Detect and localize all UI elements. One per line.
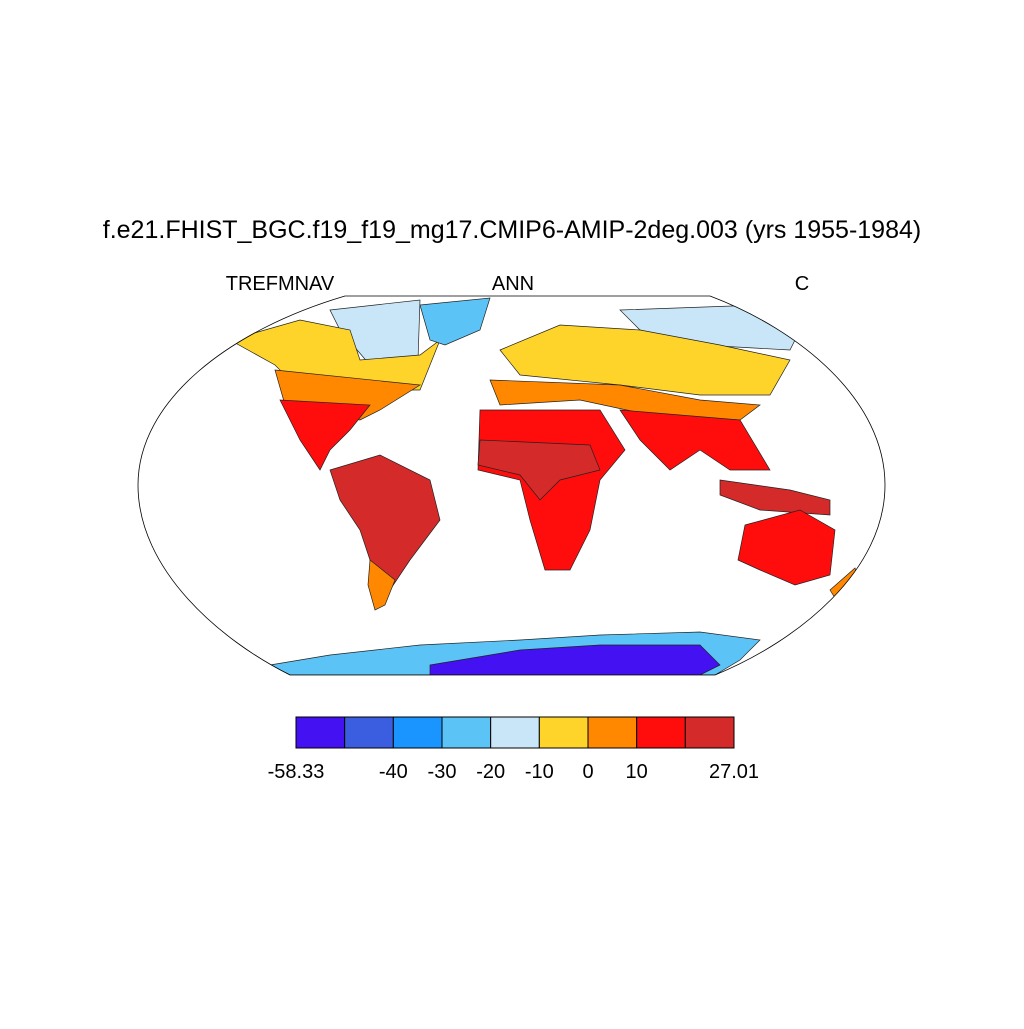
- colorbar-box: [490, 716, 540, 749]
- australia: [737, 509, 836, 586]
- colorbar-label: -30: [428, 761, 457, 783]
- colorbar: -58.33 -40 -30 -20 -10 0 10 27.01: [268, 716, 759, 783]
- map-outline: [137, 295, 886, 676]
- antarctica-interior: [429, 644, 721, 675]
- greenland: [419, 297, 491, 346]
- south-america: [329, 454, 441, 591]
- colorbar-box: [684, 716, 735, 749]
- colorbar-label: -20: [476, 761, 505, 783]
- right-string: C: [795, 273, 809, 295]
- center-string: ANN: [492, 273, 534, 295]
- colorbar-label: -40: [379, 761, 408, 783]
- colorbar-box: [441, 716, 492, 749]
- left-string: TREFMNAV: [226, 273, 335, 295]
- colorbar-label: 10: [626, 761, 648, 783]
- colorbar-box: [344, 716, 394, 749]
- north-america-red: [279, 399, 371, 471]
- colorbar-box: [538, 716, 589, 749]
- colorbar-box: [636, 716, 686, 749]
- south-america-south: [367, 559, 396, 611]
- title: f.e21.FHIST_BGC.f19_f19_mg17.CMIP6-AMIP-…: [103, 216, 921, 244]
- asia-south: [619, 409, 771, 471]
- maritime-continent: [719, 479, 831, 516]
- africa-sahel: [477, 439, 601, 501]
- colorbar-box: [587, 716, 638, 749]
- colorbar-box: [392, 716, 443, 749]
- colorbar-label: 0: [582, 761, 593, 783]
- colorbar-box: [295, 716, 346, 749]
- colorbar-label: 27.01: [709, 761, 759, 783]
- eurasia-yellow: [499, 324, 791, 396]
- colorbar-label: -58.33: [268, 761, 325, 783]
- colorbar-label: -10: [525, 761, 554, 783]
- map: [137, 295, 886, 676]
